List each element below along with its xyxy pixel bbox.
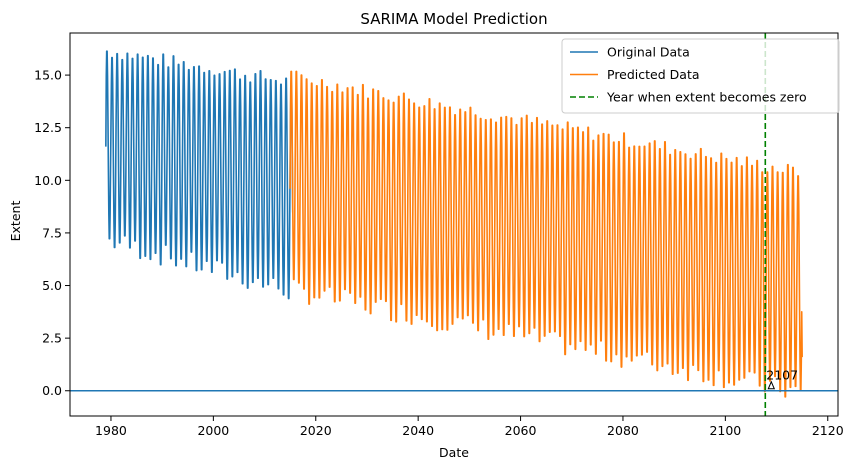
- annotation-year-label: 2107: [766, 368, 798, 383]
- x-tick-label: 2100: [709, 423, 741, 438]
- legend: Original Data Predicted Data Year when ext…: [561, 38, 840, 114]
- plot-frame: [69, 32, 839, 417]
- x-tick-label: 2060: [505, 423, 537, 438]
- chart-title: SARIMA Model Prediction: [360, 10, 547, 28]
- y-tick-label: 7.5: [42, 225, 62, 240]
- series-line-original-data: [105, 50, 294, 300]
- x-tick-label: 2040: [402, 423, 434, 438]
- x-tick-label: 1980: [95, 423, 127, 438]
- y-tick-label: 0.0: [42, 383, 62, 398]
- x-tick-label: 2120: [812, 423, 844, 438]
- legend-label: Predicted Data: [607, 67, 700, 82]
- legend-box: [561, 38, 840, 114]
- y-tick-label: 2.5: [42, 331, 62, 346]
- y-tick-label: 12.5: [34, 120, 62, 135]
- y-tick-label: 10.0: [34, 173, 62, 188]
- annotation-arrow: [767, 380, 776, 390]
- x-tick-label: 2000: [197, 423, 229, 438]
- x-tick-label: 2080: [607, 423, 639, 438]
- x-tick-label: 2020: [300, 423, 332, 438]
- legend-label: Original Data: [607, 45, 690, 60]
- x-axis-label: Date: [439, 445, 469, 460]
- x-axis: 1980 2000 2020 2040 2060 2080 2100 2120: [95, 416, 844, 438]
- series-line-predicted-data: [289, 70, 803, 398]
- y-axis-label: Extent: [8, 201, 23, 242]
- legend-label: Year when extent becomes zero: [606, 90, 807, 105]
- y-tick-label: 15.0: [34, 68, 62, 83]
- y-axis: 0.0 2.5 5.0 7.5 10.0 12.5 15.0: [34, 68, 70, 398]
- y-tick-label: 5.0: [42, 278, 62, 293]
